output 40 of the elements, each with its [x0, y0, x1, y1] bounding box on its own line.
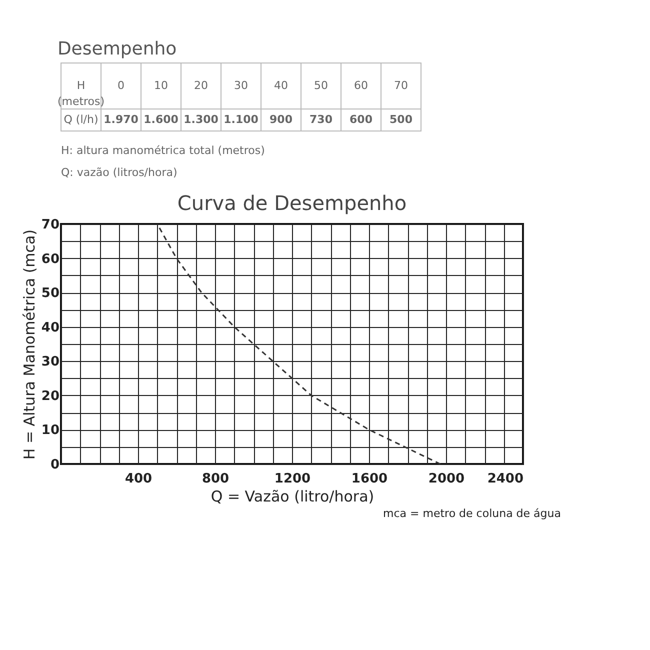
text: 600 — [350, 113, 372, 126]
y-tick-label: 10 — [41, 423, 60, 438]
x-tick-label: 2000 — [428, 472, 465, 486]
y-axis-title: H = Altura Manométrica (mca) — [20, 229, 38, 460]
x-tick-label: 40 — [274, 79, 288, 92]
text: 1.100 — [224, 113, 258, 126]
x-axis-title: Q = Vazão (litro/hora) — [210, 488, 374, 506]
x-tick-label: 400 — [124, 472, 152, 486]
y-tick-label: 30 — [41, 354, 60, 370]
x-tick-label: 60 — [354, 79, 368, 92]
x-tick-label: 1600 — [351, 472, 388, 486]
text: 1.970 — [104, 113, 138, 126]
y-tick-label: 70 — [41, 218, 60, 232]
y-tick-label: 0 — [50, 458, 60, 472]
x-tick-label: 2400 — [487, 472, 524, 486]
text: 900 — [270, 113, 292, 126]
x-tick-label: 50 — [314, 79, 328, 92]
x-tick-label: 800 — [202, 472, 230, 486]
y-tick-label: Q (l/h) — [64, 113, 98, 126]
text: 730 — [310, 113, 332, 126]
x-tick-label: 20 — [194, 79, 208, 92]
chart-title: Desempenho — [57, 38, 177, 60]
text: 1.300 — [184, 113, 218, 126]
text: mca = metro de coluna de água — [383, 507, 561, 520]
x-tick-label: 10 — [154, 79, 168, 92]
x-axis-title: H (metros) — [57, 79, 105, 108]
x-tick-label: 1200 — [274, 472, 311, 486]
y-tick-label: 50 — [41, 286, 60, 302]
y-tick-label: 20 — [41, 388, 60, 404]
x-tick-label: 70 — [394, 79, 408, 92]
text: 1.600 — [144, 113, 178, 126]
x-tick-label: 0 — [118, 79, 124, 92]
chart-title: Curva de Desempenho — [177, 191, 407, 215]
text: H: altura manométrica total (metros) — [61, 144, 265, 157]
x-tick-label: 30 — [234, 79, 248, 92]
y-tick-label: 40 — [41, 320, 60, 336]
text: Q: vazão (litros/hora) — [61, 166, 178, 179]
line-series — [156, 223, 441, 465]
text: 500 — [390, 113, 412, 126]
y-tick-label: 60 — [41, 252, 60, 267]
